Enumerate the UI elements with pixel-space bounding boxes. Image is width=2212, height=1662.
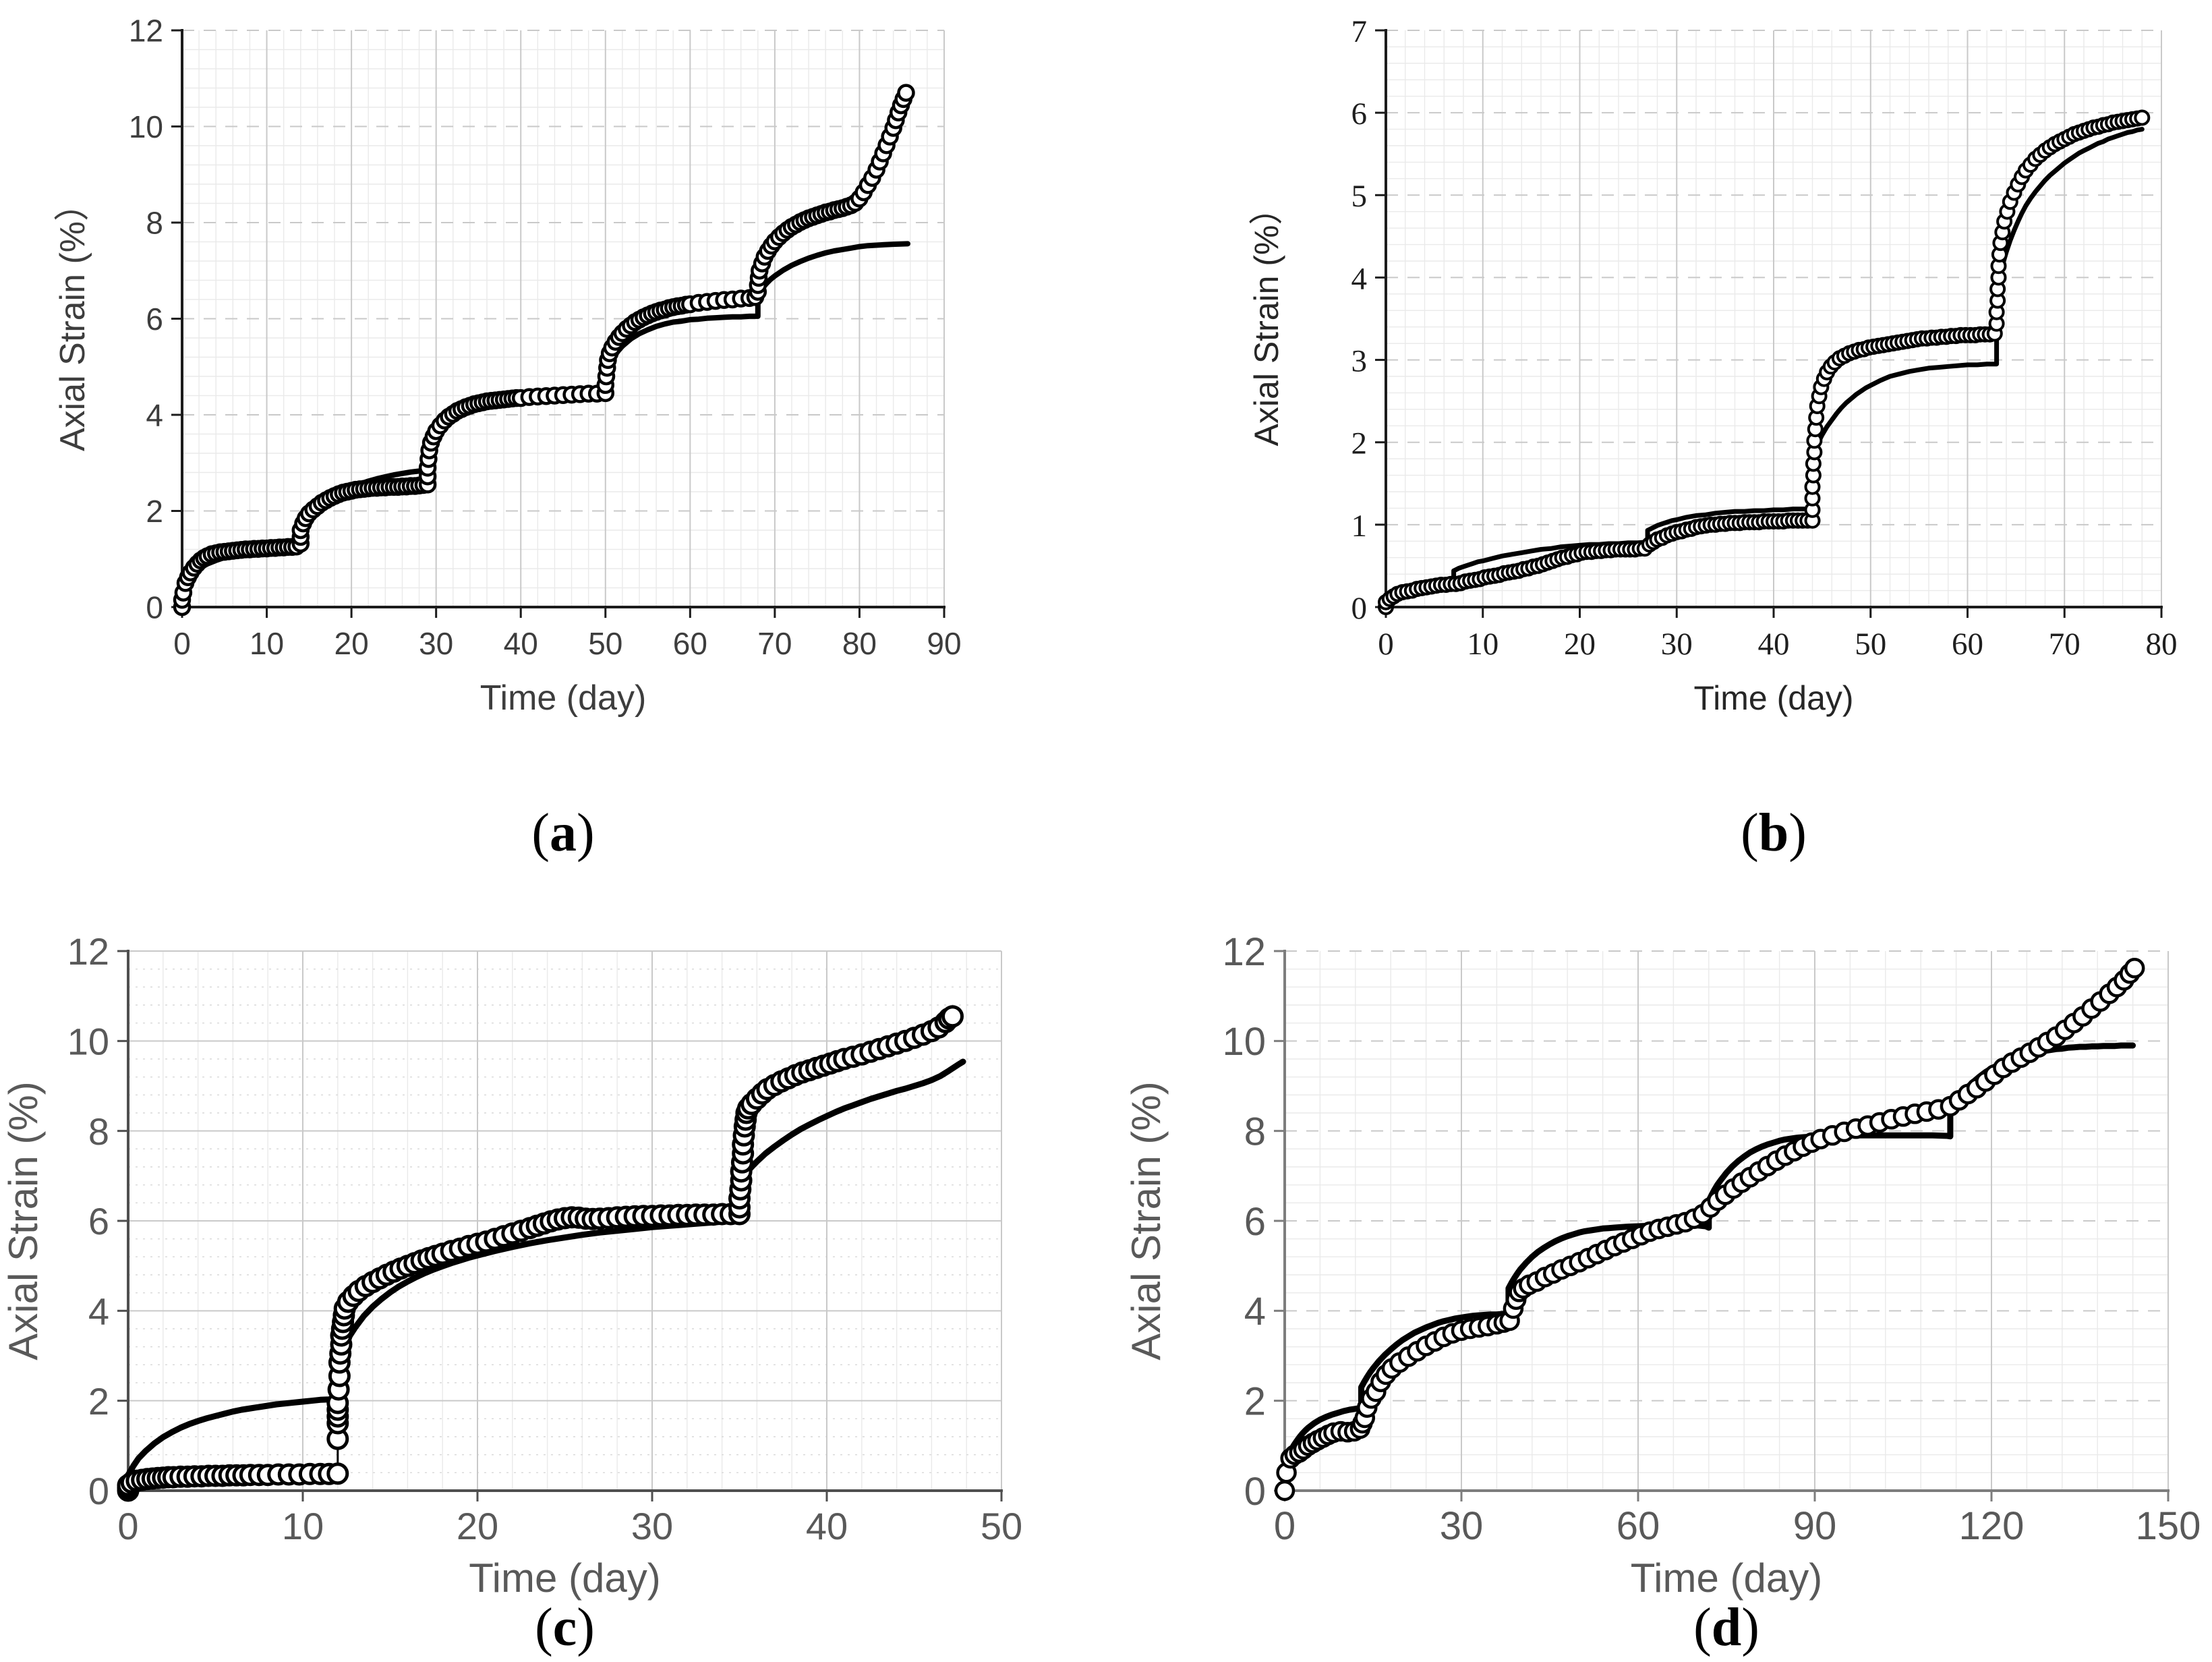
model-line-series <box>125 1058 966 1479</box>
x-tick-label: 30 <box>1661 627 1693 662</box>
scatter-connector-line <box>127 1015 954 1491</box>
caption-letter: c <box>552 1598 577 1657</box>
x-tick-label: 60 <box>1617 1504 1660 1548</box>
y-tick-label: 7 <box>1351 14 1368 49</box>
y-tick-label: 4 <box>1244 1290 1266 1334</box>
x-tick-label: 30 <box>631 1505 673 1547</box>
x-tick-label: 0 <box>1378 627 1394 662</box>
x-axis-title: Time (day) <box>480 679 647 718</box>
y-tick-label: 12 <box>129 13 163 49</box>
y-tick-label: 6 <box>88 1200 109 1242</box>
y-tick-label: 6 <box>146 302 163 337</box>
x-tick-label: 80 <box>2146 627 2178 662</box>
caption-paren-open: ( <box>531 803 550 863</box>
subplot-c-caption: (c) <box>128 1597 1001 1659</box>
y-tick-label: 6 <box>1244 1200 1266 1244</box>
y-tick-label: 10 <box>67 1020 109 1062</box>
caption-letter: a <box>550 803 577 863</box>
x-tick-label: 20 <box>334 626 369 661</box>
x-tick-label: 0 <box>117 1505 138 1547</box>
x-tick-label: 10 <box>1467 627 1498 662</box>
chart-a-axial-strain-vs-time: 0 10 20 30 40 50 60 70 80 90 0 2 4 6 8 10 12 Time (day) Ax… <box>53 13 962 718</box>
x-tick-label: 0 <box>173 626 191 661</box>
x-tick-label: 60 <box>673 626 707 661</box>
x-tick-label: 40 <box>1758 627 1790 662</box>
y-tick-label: 10 <box>1222 1020 1266 1064</box>
chart-c-axial-strain-vs-time: 0 10 20 30 40 50 0 2 4 6 8 10 12 Time (day) Axial Stra… <box>1 930 1022 1601</box>
x-tick-label: 50 <box>981 1505 1022 1547</box>
x-tick-label: 10 <box>282 1505 324 1547</box>
y-tick-label: 5 <box>1351 179 1368 214</box>
y-tick-label: 12 <box>1222 930 1266 974</box>
data-point-circle <box>2124 958 2145 979</box>
x-tick-label: 80 <box>842 626 877 661</box>
y-tick-label: 8 <box>1244 1110 1266 1154</box>
x-tick-label: 90 <box>1793 1504 1837 1548</box>
x-tick-label: 150 <box>2136 1504 2201 1548</box>
x-tick-label: 40 <box>806 1505 848 1547</box>
x-tick-label: 30 <box>1440 1504 1484 1548</box>
y-tick-label: 2 <box>1244 1380 1266 1424</box>
chart-d-axial-strain-vs-time: 0 30 60 90 120 150 0 2 4 6 8 10 12 Time (day) Axial St… <box>1124 930 2201 1601</box>
x-tick-label: 60 <box>1952 627 1983 662</box>
y-axis-title: Axial Strain (%) <box>1 1081 46 1360</box>
x-tick-label: 20 <box>457 1505 498 1547</box>
data-point-circle <box>941 1005 964 1028</box>
y-tick-label: 0 <box>1244 1470 1266 1514</box>
x-axis-title: Time (day) <box>469 1555 660 1601</box>
x-tick-label: 120 <box>1959 1504 2025 1548</box>
x-tick-label: 90 <box>927 626 961 661</box>
x-tick-label: 0 <box>1274 1504 1296 1548</box>
y-tick-label: 8 <box>88 1110 109 1153</box>
x-axis-title: Time (day) <box>1631 1555 1822 1601</box>
y-tick-label: 0 <box>88 1470 109 1512</box>
x-axis-title: Time (day) <box>1693 679 1853 717</box>
subplot-d-caption: (d) <box>1285 1597 2168 1659</box>
y-tick-label: 4 <box>146 398 163 433</box>
x-tick-label: 40 <box>504 626 538 661</box>
x-tick-label: 10 <box>250 626 284 661</box>
y-tick-label: 2 <box>146 494 163 529</box>
caption-paren-close: ) <box>1788 803 1807 863</box>
y-axis-title: Axial Strain (%） <box>53 186 92 451</box>
y-tick-label: 4 <box>1351 261 1368 296</box>
caption-paren-open: ( <box>535 1598 553 1657</box>
y-tick-label: 0 <box>1351 591 1368 626</box>
x-tick-label: 20 <box>1564 627 1596 662</box>
caption-paren-close: ) <box>577 1598 595 1657</box>
y-tick-label: 1 <box>1351 509 1368 544</box>
x-tick-label: 50 <box>588 626 622 661</box>
x-tick-label: 70 <box>2049 627 2080 662</box>
y-tick-label: 0 <box>146 590 163 625</box>
y-tick-label: 12 <box>67 930 109 973</box>
y-tick-label: 2 <box>88 1380 109 1423</box>
y-tick-label: 6 <box>1351 96 1368 132</box>
data-point-circle <box>897 84 915 102</box>
chart-b-axial-strain-vs-time: 0 10 20 30 40 50 60 70 80 0 1 2 3 4 5 6 7 Time (day) Axial… <box>1248 14 2178 717</box>
subplot-a-caption: (a) <box>182 803 944 864</box>
y-tick-label: 8 <box>146 206 163 241</box>
data-point-circle <box>2134 109 2151 126</box>
caption-letter: b <box>1758 803 1789 863</box>
x-tick-label: 70 <box>757 626 792 661</box>
y-tick-label: 2 <box>1351 426 1368 461</box>
caption-paren-open: ( <box>1693 1598 1712 1657</box>
caption-paren-close: ) <box>1741 1598 1759 1657</box>
y-axis-title: Axial Strain (%） <box>1248 192 1285 447</box>
y-tick-label: 4 <box>88 1290 109 1332</box>
data-point-circle <box>326 1462 349 1485</box>
data-point-circle <box>1274 1480 1296 1501</box>
y-tick-label: 10 <box>129 109 163 144</box>
x-tick-label: 50 <box>1855 627 1886 662</box>
x-tick-label: 30 <box>419 626 453 661</box>
caption-paren-open: ( <box>1741 803 1759 863</box>
caption-letter: d <box>1711 1598 1742 1657</box>
model-line-series <box>1383 127 2145 603</box>
subplot-b-caption: (b) <box>1386 803 2161 864</box>
caption-paren-close: ) <box>577 803 595 863</box>
y-tick-label: 3 <box>1351 343 1368 378</box>
y-axis-title: Axial Strain (%) <box>1124 1081 1169 1360</box>
